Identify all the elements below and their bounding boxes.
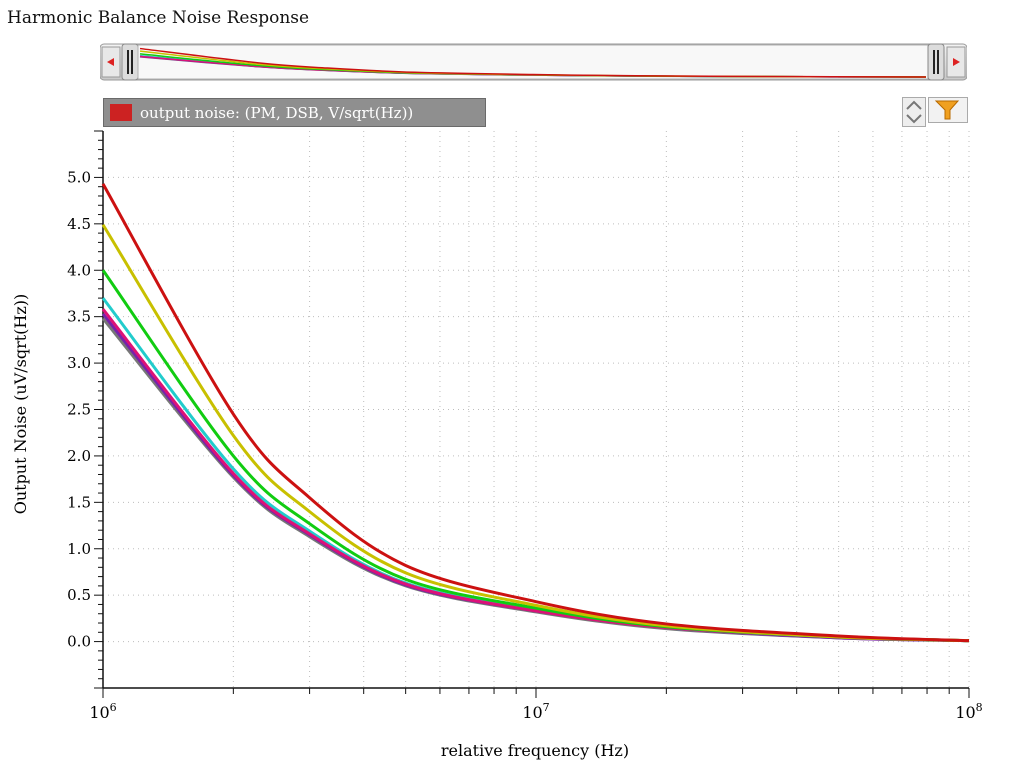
y-axis-label: Output Noise (uV/sqrt(Hz)): [11, 294, 30, 515]
series-line-cyan: [101, 297, 970, 643]
series-line-green: [101, 269, 970, 643]
x-tick-label: 106: [89, 701, 116, 722]
y-tick-label: 4.0: [67, 261, 91, 279]
noise-chart: 0.0 0.5 1.0 1.5 2.0 2.5 3.0 3.5 4.0 4.5 5.0 106 107 1…: [11, 130, 983, 760]
left-arrow-icon: [107, 58, 114, 66]
x-tick-label: 108: [955, 701, 982, 722]
range-right-handle[interactable]: [927, 43, 945, 81]
overview-preview: [139, 47, 927, 78]
range-left-handle[interactable]: [121, 43, 139, 81]
window-title: Harmonic Balance Noise Response: [7, 8, 310, 28]
legend-label: output noise: (PM, DSB, V/sqrt(Hz)): [140, 103, 414, 122]
y-tick-label: 0.5: [67, 586, 91, 604]
series-line-olive: [101, 223, 970, 643]
y-tick-label: 2.5: [67, 401, 91, 419]
y-tick-label: 2.0: [67, 447, 91, 465]
y-tick-label: 1.0: [67, 540, 91, 558]
series-group: [101, 183, 970, 643]
legend-entry[interactable]: output noise: (PM, DSB, V/sqrt(Hz)): [103, 98, 486, 127]
filter-funnel-icon[interactable]: [928, 97, 968, 123]
up-down-arrows-icon[interactable]: [902, 97, 926, 127]
y-tick-label: 5.0: [67, 168, 91, 186]
y-tick-label: 3.0: [67, 354, 91, 372]
series-line-red: [101, 183, 970, 643]
legend-swatch: [110, 104, 132, 121]
y-tick-label: 1.5: [67, 493, 91, 511]
axes: 0.0 0.5 1.0 1.5 2.0 2.5 3.0 3.5 4.0 4.5 5.0 106 107 1…: [67, 130, 983, 722]
right-arrow-icon: [953, 58, 960, 66]
x-tick-label: 107: [522, 701, 549, 722]
y-tick-label: 4.5: [67, 215, 91, 233]
scroll-left-button[interactable]: [101, 46, 121, 78]
series-line-magenta: [101, 308, 970, 643]
overview-line-red: [139, 47, 927, 78]
overview-scroller[interactable]: [100, 41, 967, 85]
y-tick-label: 3.5: [67, 308, 91, 326]
scroll-right-button[interactable]: [946, 46, 966, 78]
y-tick-label: 0.0: [67, 633, 91, 651]
x-axis-label: relative frequency (Hz): [441, 741, 629, 760]
